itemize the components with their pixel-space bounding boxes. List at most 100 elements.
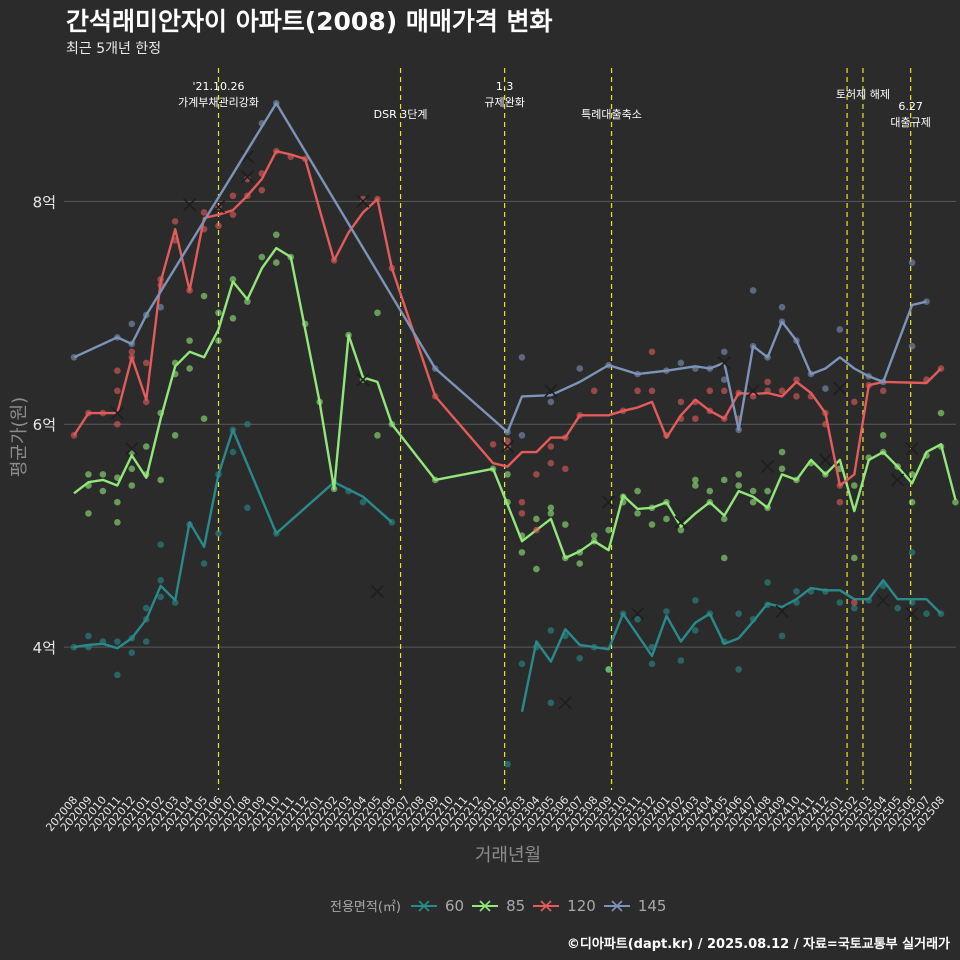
legend-label-60: 60 (444, 896, 465, 915)
data-point (273, 231, 280, 239)
series-line (73, 428, 393, 650)
cancel-mark (775, 604, 789, 619)
data-point (692, 476, 699, 484)
y-axis-label: 평균가(원) (9, 397, 30, 477)
data-point (749, 287, 757, 294)
data-point (533, 526, 540, 534)
cancel-mark (240, 170, 254, 184)
data-point (677, 398, 685, 406)
series-60 (70, 420, 945, 768)
event-label: 규제완화 (484, 96, 524, 109)
data-point (576, 654, 584, 662)
cancel-mark (544, 384, 558, 398)
data-point (518, 498, 526, 506)
data-point (171, 218, 179, 225)
data-point (128, 348, 136, 356)
data-point (128, 465, 136, 473)
cancel-mark (356, 373, 370, 387)
data-point (605, 526, 612, 534)
data-point (851, 554, 858, 562)
y-tick-label: 8억 (33, 193, 56, 211)
data-point (114, 420, 121, 428)
event-label: '21.10.26 (192, 80, 244, 93)
data-point (908, 471, 916, 478)
data-point (99, 471, 107, 478)
data-point (735, 666, 742, 673)
data-point (229, 192, 237, 200)
data-point (547, 627, 555, 634)
data-point (648, 660, 656, 668)
data-point (171, 599, 179, 606)
event-label: 대출규제 (890, 116, 930, 129)
data-point (258, 253, 266, 261)
data-point (547, 504, 555, 512)
data-point (735, 482, 742, 489)
data-point (157, 476, 164, 484)
data-point (200, 560, 208, 567)
data-point (908, 549, 916, 556)
legend-label-120: 120 (567, 896, 596, 915)
data-point (142, 638, 150, 645)
data-point (677, 359, 685, 367)
data-point (114, 638, 121, 645)
data-point (518, 354, 526, 361)
data-point (547, 699, 555, 707)
data-point (562, 465, 569, 473)
legend-label-145: 145 (637, 896, 667, 915)
data-point (706, 387, 714, 395)
data-point (533, 565, 540, 573)
data-point (764, 579, 771, 586)
data-point (836, 498, 844, 506)
data-point (923, 610, 930, 617)
chart-subtitle: 최근 5개년 한정 (66, 41, 162, 57)
data-point (547, 443, 555, 450)
data-point (215, 309, 222, 317)
series-layer (70, 99, 959, 768)
data-point (634, 615, 641, 623)
data-point (749, 498, 757, 506)
data-point (692, 415, 699, 422)
cancel-mark (891, 473, 905, 487)
data-point (518, 660, 526, 668)
data-point (157, 541, 164, 548)
cancel-mark (558, 696, 572, 710)
data-point (244, 420, 251, 428)
data-point (908, 599, 916, 606)
cancel-mark (833, 381, 847, 396)
data-point (952, 498, 959, 506)
legend-item-60: 60 (409, 897, 464, 915)
cancel-mark (110, 406, 124, 420)
data-point (489, 440, 497, 448)
data-point (562, 521, 569, 528)
data-point (793, 376, 800, 383)
data-point (735, 471, 742, 478)
data-point (229, 276, 237, 283)
data-point (229, 315, 237, 322)
data-point (692, 597, 699, 604)
cancel-mark (356, 194, 370, 208)
data-point (634, 510, 641, 517)
data-point (778, 465, 786, 473)
data-point (851, 482, 858, 489)
data-point (229, 211, 237, 218)
data-point (186, 365, 193, 372)
data-point (735, 610, 742, 617)
data-point (822, 385, 829, 392)
data-point (793, 588, 800, 595)
data-point (273, 259, 280, 266)
cancel-mark (370, 584, 385, 598)
data-point (229, 448, 237, 456)
data-point (894, 604, 901, 612)
data-point (504, 471, 511, 478)
data-point (793, 393, 800, 400)
data-point (648, 387, 656, 395)
series-85 (73, 231, 959, 673)
cancel-mark (876, 593, 890, 607)
data-point (518, 510, 526, 517)
data-point (533, 515, 540, 523)
axis-layer: 4억6억8억2020082020092020102020112020122021… (33, 193, 948, 834)
data-point (215, 337, 222, 344)
data-point (764, 378, 771, 386)
event-label: 6.27 (898, 100, 923, 113)
